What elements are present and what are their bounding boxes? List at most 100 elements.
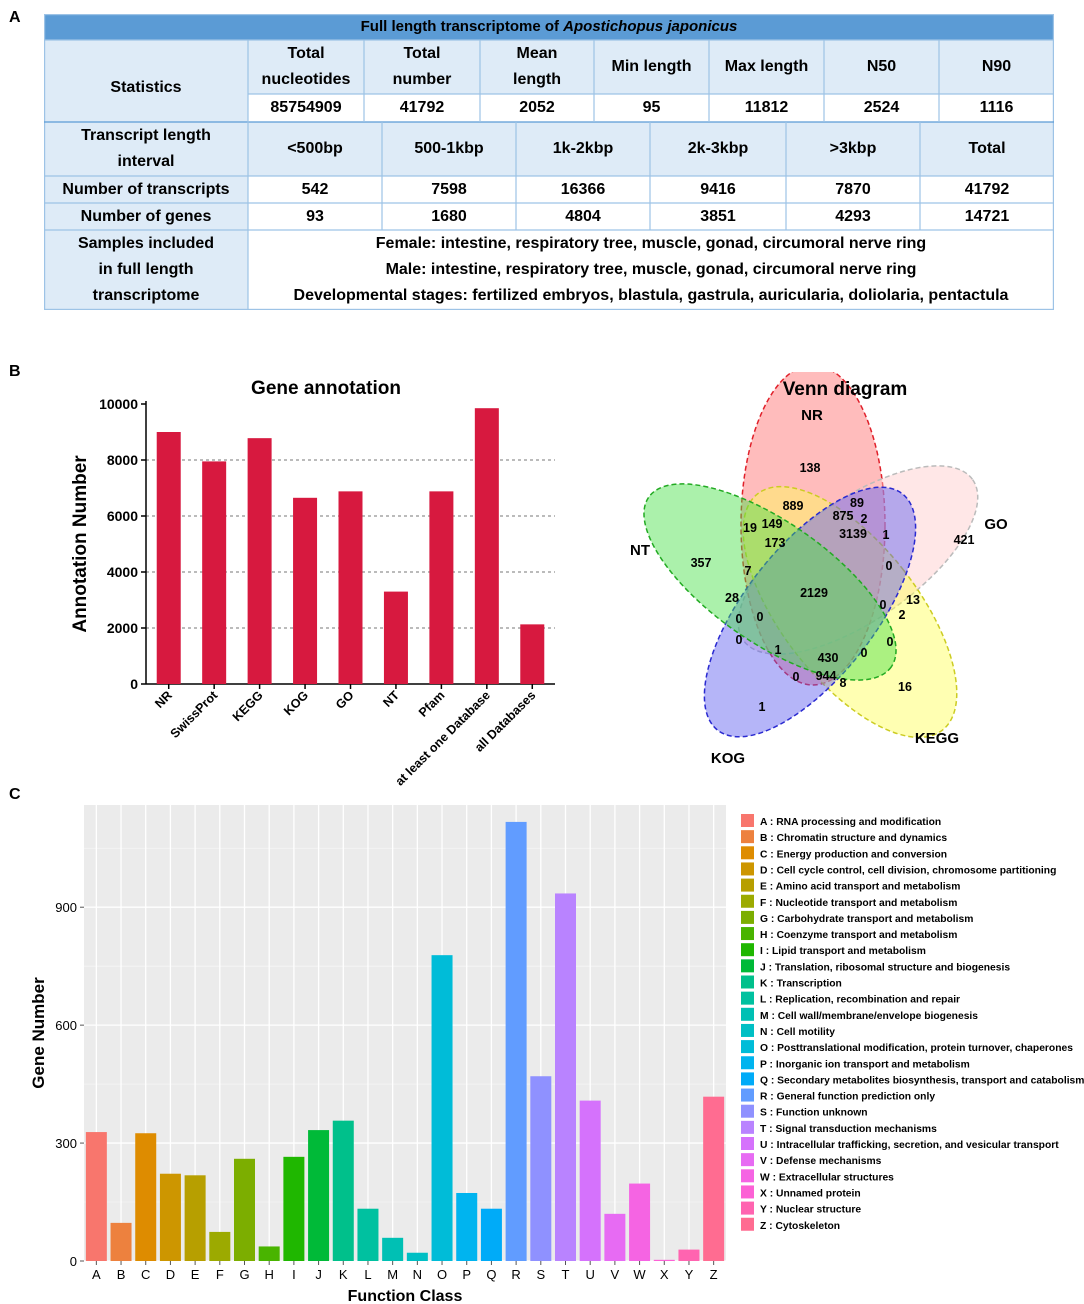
venn-region-count: 875	[833, 509, 854, 523]
stats-value: 2052	[480, 94, 594, 122]
interval-header: 2k-3kbp	[650, 122, 786, 176]
x-tick-label: Pfam	[416, 688, 448, 720]
x-tick-label: Y	[685, 1267, 694, 1282]
y-tick-label: 8000	[107, 452, 138, 468]
stats-header: Total nucleotides	[248, 40, 364, 94]
legend-swatch	[741, 1088, 754, 1102]
transcripts-value: 7598	[382, 176, 516, 203]
venn-region-count: 1	[883, 528, 890, 542]
venn-region-count: 0	[880, 598, 887, 612]
stats-value: 95	[594, 94, 709, 122]
venn-set-kog	[703, 486, 917, 738]
genes-value: 1680	[382, 203, 516, 230]
bar-pfam	[429, 491, 454, 684]
legend-label: D : Cell cycle control, cell division, c…	[760, 865, 1056, 876]
x-tick-label: J	[315, 1267, 322, 1282]
venn-region-count: 16	[898, 680, 912, 694]
y-tick-label: 2000	[107, 620, 138, 636]
legend-swatch	[741, 1072, 754, 1086]
legend-label: Q : Secondary metabolites biosynthesis, …	[760, 1075, 1084, 1086]
y-tick-label: 900	[55, 900, 77, 915]
bar-d	[159, 1173, 181, 1261]
legend-swatch	[741, 959, 754, 973]
venn-region-count: 0	[736, 612, 743, 626]
venn-set-label: NR	[801, 407, 823, 424]
panel-label-a: A	[9, 9, 21, 26]
x-tick-label: A	[92, 1267, 101, 1282]
gene-annotation-chart: Gene annotation 0 2000 4000 6000 8000 10000 Ann…	[70, 378, 555, 789]
legend-label: F : Nucleotide transport and metabolism	[760, 898, 957, 909]
genes-label: Number of genes	[44, 203, 248, 230]
bar-o	[431, 955, 453, 1261]
x-tick-label: Q	[486, 1267, 496, 1282]
venn-region-count: 2129	[800, 586, 828, 600]
bar-g	[234, 1158, 255, 1261]
venn-region-count: 3139	[839, 527, 867, 541]
stats-value: 85754909	[248, 94, 364, 122]
transcripts-value: 41792	[920, 176, 1054, 203]
stats-header: N50	[824, 40, 939, 94]
panel-label-c: C	[9, 786, 21, 803]
x-tick-label: B	[117, 1267, 126, 1282]
venn-region-count: 0	[861, 646, 868, 660]
legend-swatch	[741, 991, 754, 1005]
stats-header: Min length	[594, 40, 709, 94]
x-tick-label: S	[536, 1267, 545, 1282]
legend-swatch	[741, 830, 754, 844]
legend-swatch	[741, 910, 754, 924]
bar-t	[555, 893, 576, 1261]
bar-z	[703, 1096, 725, 1261]
legend-label: S : Function unknown	[760, 1108, 868, 1119]
samples-label: Samples included in full length transcript…	[44, 230, 248, 310]
x-axis-label: Function Class	[348, 1288, 463, 1304]
x-tick-label: D	[166, 1267, 175, 1282]
interval-header: >3kbp	[786, 122, 920, 176]
venn-region-count: 889	[783, 499, 804, 513]
venn-region-count: 138	[800, 461, 821, 475]
legend-label: Y : Nuclear structure	[760, 1205, 861, 1216]
x-tick-label: W	[633, 1267, 646, 1282]
x-tick-label: NR	[152, 688, 175, 711]
legend-label: Z : Cytoskeleton	[760, 1221, 840, 1232]
venn-set-kegg	[742, 485, 958, 739]
bar-at-least-one-database	[474, 408, 499, 684]
y-tick-label: 4000	[107, 564, 138, 580]
transcripts-value: 542	[248, 176, 382, 203]
bar-u	[579, 1100, 601, 1261]
stats-header: Total number	[364, 40, 480, 94]
y-tick-label: 600	[55, 1018, 77, 1033]
legend-label: I : Lipid transport and metabolism	[760, 946, 926, 957]
x-tick-label: H	[264, 1267, 273, 1282]
legend-label: A : RNA processing and modification	[760, 817, 941, 828]
venn-region-count: 2	[861, 512, 868, 526]
y-axis-label: Annotation Number	[70, 455, 91, 633]
x-tick-label: I	[292, 1267, 296, 1282]
legend-label: V : Defense mechanisms	[760, 1156, 882, 1167]
bar-h	[258, 1246, 280, 1261]
bar-c	[135, 1133, 157, 1261]
venn-region-count: 1	[775, 643, 782, 657]
legend-swatch	[741, 846, 754, 860]
x-tick-label: Z	[710, 1267, 718, 1282]
x-tick-label: X	[660, 1267, 669, 1282]
x-tick-label: V	[611, 1267, 620, 1282]
panel-label-b: B	[9, 363, 21, 380]
legend-swatch	[741, 1056, 754, 1070]
stats-value: 41792	[364, 94, 480, 122]
venn-set-label: GO	[984, 516, 1008, 533]
bar-w	[629, 1183, 651, 1261]
bar-nr	[156, 432, 181, 684]
bar-f	[209, 1231, 231, 1261]
venn-region-count: 89	[850, 496, 864, 510]
x-tick-label: GO	[333, 688, 357, 712]
legend-label: X : Unnamed protein	[760, 1188, 861, 1199]
venn-region-count: 28	[725, 591, 739, 605]
samples-list: Female: intestine, respiratory tree, mus…	[248, 230, 1054, 310]
transcripts-value: 7870	[786, 176, 920, 203]
legend-label: R : General function prediction only	[760, 1092, 935, 1103]
bar-swissprot	[202, 461, 227, 684]
stats-value: 1116	[939, 94, 1054, 122]
venn-region-count: 149	[762, 517, 783, 531]
legend-label: H : Coenzyme transport and metabolism	[760, 930, 957, 941]
chart-title: Gene annotation	[251, 378, 401, 399]
